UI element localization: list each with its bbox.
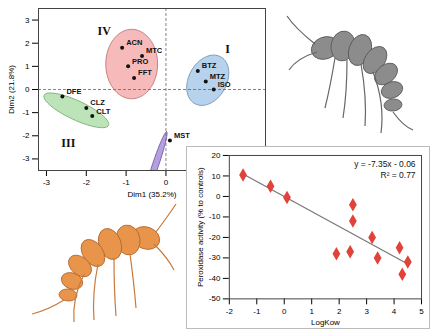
svg-text:R² = 0.77: R² = 0.77 bbox=[381, 170, 416, 180]
svg-text:5: 5 bbox=[419, 306, 424, 315]
svg-text:MTC: MTC bbox=[146, 46, 163, 55]
svg-text:-10: -10 bbox=[209, 212, 221, 221]
svg-text:1: 1 bbox=[25, 62, 30, 71]
svg-text:BTZ: BTZ bbox=[202, 61, 217, 70]
svg-text:CLT: CLT bbox=[96, 107, 110, 116]
svg-text:3: 3 bbox=[364, 306, 369, 315]
svg-text:0: 0 bbox=[25, 85, 30, 94]
svg-text:-2: -2 bbox=[22, 131, 30, 140]
svg-text:Dim2 (21.8%): Dim2 (21.8%) bbox=[7, 65, 16, 114]
svg-text:10: 10 bbox=[212, 172, 221, 181]
svg-text:MTZ: MTZ bbox=[209, 71, 226, 81]
svg-text:ACN: ACN bbox=[126, 38, 142, 47]
svg-text:0: 0 bbox=[164, 178, 169, 187]
svg-text:III: III bbox=[61, 136, 75, 150]
svg-text:-20: -20 bbox=[209, 233, 221, 242]
svg-text:-2: -2 bbox=[83, 178, 91, 187]
svg-text:MST: MST bbox=[174, 131, 190, 140]
svg-text:-30: -30 bbox=[209, 253, 221, 262]
svg-text:20: 20 bbox=[212, 151, 221, 160]
svg-text:0: 0 bbox=[216, 192, 221, 201]
svg-text:-50: -50 bbox=[209, 294, 221, 303]
svg-text:4: 4 bbox=[392, 306, 397, 315]
svg-text:-3: -3 bbox=[43, 178, 51, 187]
svg-text:DFE: DFE bbox=[66, 87, 81, 96]
svg-text:-1: -1 bbox=[123, 178, 131, 187]
svg-text:-40: -40 bbox=[209, 274, 221, 283]
svg-text:Dim1 (35.2%): Dim1 (35.2%) bbox=[128, 190, 177, 199]
svg-text:2: 2 bbox=[25, 39, 30, 48]
svg-text:IV: IV bbox=[98, 24, 112, 38]
svg-text:-2: -2 bbox=[226, 306, 234, 315]
svg-text:3: 3 bbox=[25, 16, 30, 25]
svg-text:PRO: PRO bbox=[132, 57, 148, 66]
svg-text:CLZ: CLZ bbox=[90, 98, 105, 108]
svg-text:-3: -3 bbox=[22, 154, 30, 163]
svg-text:-1: -1 bbox=[253, 306, 261, 315]
svg-text:2: 2 bbox=[337, 306, 342, 315]
svg-text:ISO: ISO bbox=[218, 80, 231, 89]
svg-text:I: I bbox=[225, 42, 230, 56]
svg-text:1: 1 bbox=[309, 306, 314, 315]
svg-text:LogKow: LogKow bbox=[311, 318, 340, 327]
svg-text:FFT: FFT bbox=[138, 68, 152, 77]
svg-text:Peroxidase activity (% to cont: Peroxidase activity (% to controls) bbox=[196, 167, 205, 287]
svg-text:y = -7.35x - 0.06: y = -7.35x - 0.06 bbox=[354, 159, 416, 169]
svg-text:0: 0 bbox=[282, 306, 287, 315]
svg-text:-1: -1 bbox=[22, 108, 30, 117]
